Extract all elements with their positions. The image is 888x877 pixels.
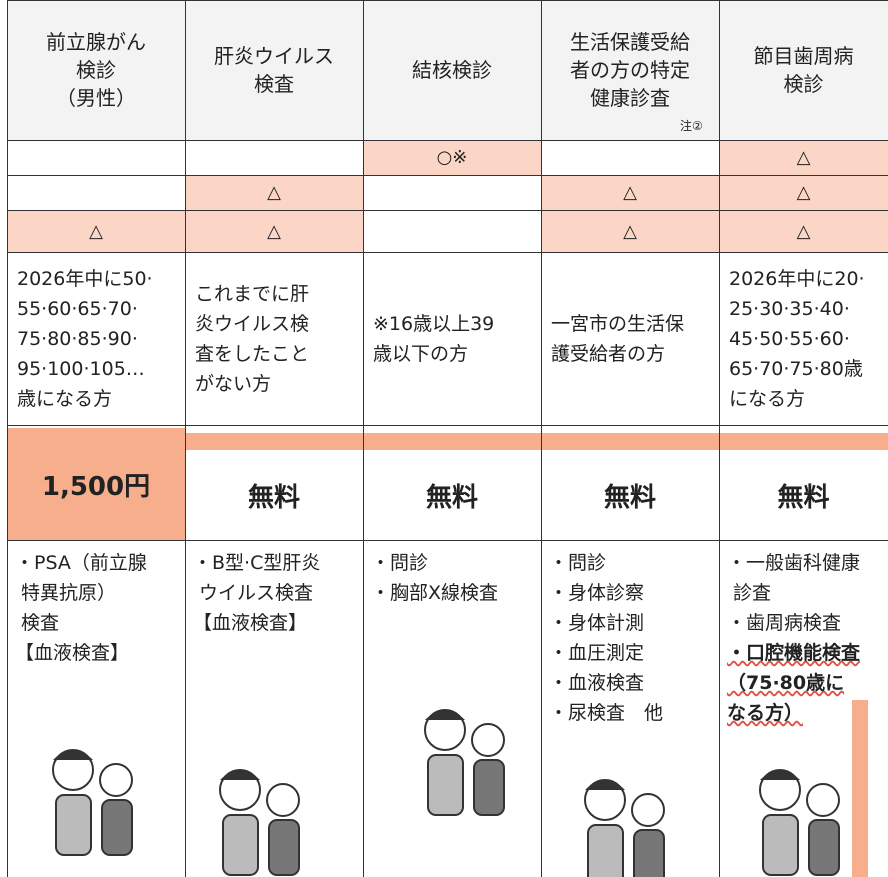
row-line — [7, 210, 888, 211]
accent-bar — [852, 700, 868, 877]
eligibility-cell: 2026年中に50· 55·60·65·70· 75·80·85·90· 95·… — [17, 267, 153, 410]
column-line — [541, 0, 542, 877]
illustration — [424, 709, 505, 816]
illustration — [759, 769, 840, 876]
content-item: ・血液検査 — [549, 672, 645, 694]
header-cell: 結核検診 — [363, 0, 541, 140]
mark-cell: △ — [185, 210, 363, 252]
illustration — [584, 779, 665, 877]
eligibility-cell: これまでに肝 炎ウイルス検 査をしたこと がない方 — [195, 282, 310, 395]
mark-cell: ○※ — [363, 140, 541, 175]
header-cell: 肝炎ウイルス 検査 — [185, 0, 363, 140]
content-item: ・PSA（前立腺 特異抗原） 検査 【血液検査】 — [15, 552, 147, 664]
row-line — [7, 425, 888, 426]
row-line — [7, 175, 888, 176]
content-cell: ・PSA（前立腺 特異抗原） 検査 【血液検査】 — [7, 540, 185, 877]
content-cell: ・問診・胸部X線検査 — [363, 540, 541, 877]
row-line — [7, 0, 888, 1]
content-item: ・胸部X線検査 — [371, 582, 499, 604]
content-item: ・B型·C型肝炎 ウイルス検査 【血液検査】 — [193, 552, 321, 634]
content-item: ・問診 — [371, 552, 429, 574]
mark-cell — [363, 210, 541, 252]
eligibility-cell: ※16歳以上39 歳以下の方 — [373, 312, 495, 365]
column-line — [363, 0, 364, 877]
content-item: ・血圧測定 — [549, 642, 645, 664]
fee-band — [185, 433, 888, 450]
mark-cell: △ — [719, 210, 888, 252]
header-cell: 生活保護受給 者の方の特定 健康診査 — [541, 0, 719, 140]
content-cell: ・一般歯科健康 診査・歯周病検査・口腔機能検査 （75·80歳に なる方） — [719, 540, 888, 877]
column-line — [185, 0, 186, 877]
content-cell: ・B型·C型肝炎 ウイルス検査 【血液検査】 — [185, 540, 363, 877]
header-cell: 前立腺がん 検診 （男性） — [7, 0, 185, 140]
column-line — [7, 0, 8, 877]
content-cell: ・問診・身体診察・身体計測・血圧測定・血液検査・尿検査 他 — [541, 540, 719, 877]
header-cell: 節目歯周病 検診 — [719, 0, 888, 140]
mark-cell: △ — [185, 175, 363, 210]
mark-cell: △ — [719, 140, 888, 175]
mark-cell — [7, 175, 185, 210]
mark-cell — [363, 175, 541, 210]
mark-cell: △ — [541, 175, 719, 210]
fee-cell: 無料 — [603, 482, 656, 513]
mark-cell: △ — [541, 210, 719, 252]
content-item: ・問診 — [549, 552, 607, 574]
illustration — [219, 769, 300, 876]
column-line — [719, 0, 720, 877]
eligibility-cell: 2026年中に20· 25·30·35·40· 45·50·55·60· 65·… — [729, 267, 865, 410]
content-item: ・歯周病検査 — [727, 612, 842, 634]
fee-cell: 無料 — [247, 482, 300, 513]
header-note: 注② — [680, 119, 703, 133]
mark-cell — [541, 140, 719, 175]
content-item: ・身体計測 — [549, 612, 645, 634]
row-line — [7, 540, 888, 541]
mark-cell: △ — [719, 175, 888, 210]
fee-cell: 無料 — [425, 482, 478, 513]
content-item: ・尿検査 他 — [549, 702, 664, 724]
fee-cell: 1,500円 — [7, 428, 185, 540]
eligibility-cell: 一宮市の生活保 護受給者の方 — [551, 312, 685, 365]
row-line — [7, 252, 888, 253]
mark-cell — [185, 140, 363, 175]
mark-cell — [7, 140, 185, 175]
content-item: ・一般歯科健康 診査 — [727, 552, 861, 604]
content-item: ・身体診察 — [549, 582, 645, 604]
illustration — [52, 749, 133, 856]
row-line — [7, 140, 888, 141]
content-item: ・口腔機能検査 （75·80歳に なる方） — [727, 642, 861, 724]
mark-cell: △ — [7, 210, 185, 252]
fee-cell: 無料 — [777, 482, 830, 513]
